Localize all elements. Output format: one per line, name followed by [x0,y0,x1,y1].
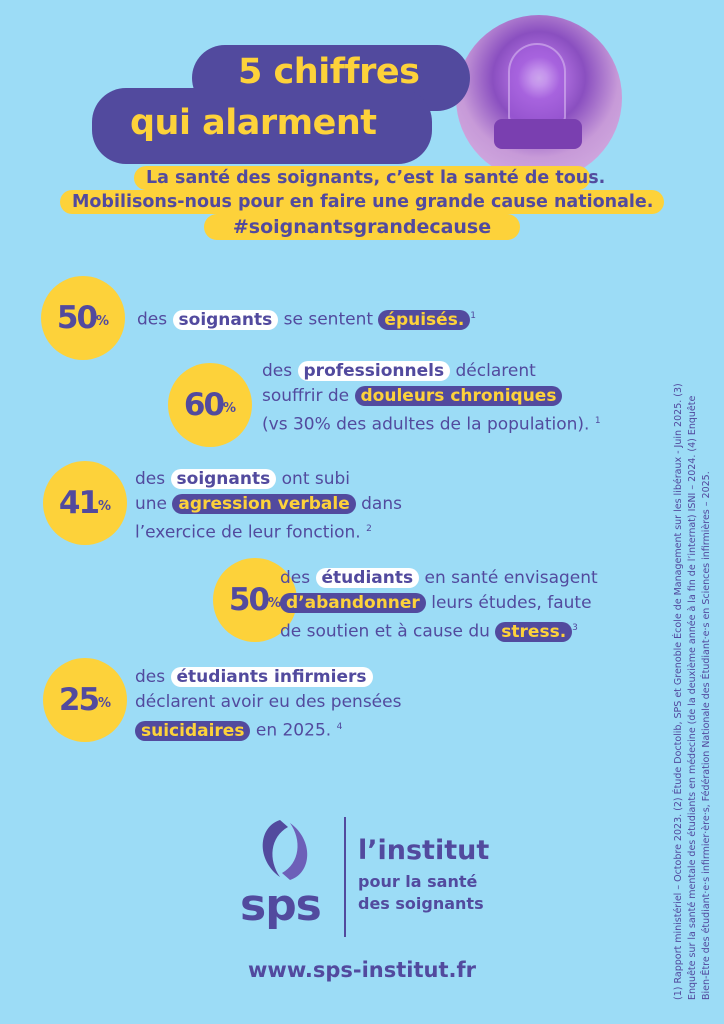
stat-3-text: des soignants ont subi une agression ver… [135,469,402,543]
title-line-1: 5 chiffres [238,52,420,92]
title-line-2: qui alarment [130,103,377,143]
sps-logo-mark: sps [240,880,322,931]
stat-5-circle: 25% [43,658,127,742]
stat-1-text: des soignants se sentent épuisés. 1 [137,309,477,330]
logo-divider [344,817,346,937]
logo-line-1: l’institut [358,835,490,866]
stat-2-text: des professionnels déclarent souffrir de… [262,361,601,435]
subtitle-line-2: Mobilisons-nous pour en faire une grande… [60,190,664,214]
logo-line-3: des soignants [358,894,484,913]
title-bg-bottom [92,88,432,164]
stat-4-text: des étudiants en santé envisagent d’aban… [280,568,598,642]
hashtag: #soignantsgrandecause [204,214,520,240]
footnotes: (1) Rapport ministériel – Octobre 2023. … [673,383,712,1000]
stat-1-circle: 50% [41,276,125,360]
alarm-light-photo [456,15,622,181]
hands-logo-icon [250,815,320,885]
subtitle-line-1: La santé des soignants, c’est la santé d… [134,166,605,190]
logo-line-2: pour la santé [358,872,478,891]
stat-2-circle: 60% [168,363,252,447]
website-link[interactable]: www.sps-institut.fr [248,958,476,982]
stat-3-circle: 41% [43,461,127,545]
stat-5-text: des étudiants infirmiers déclarent avoir… [135,667,402,741]
